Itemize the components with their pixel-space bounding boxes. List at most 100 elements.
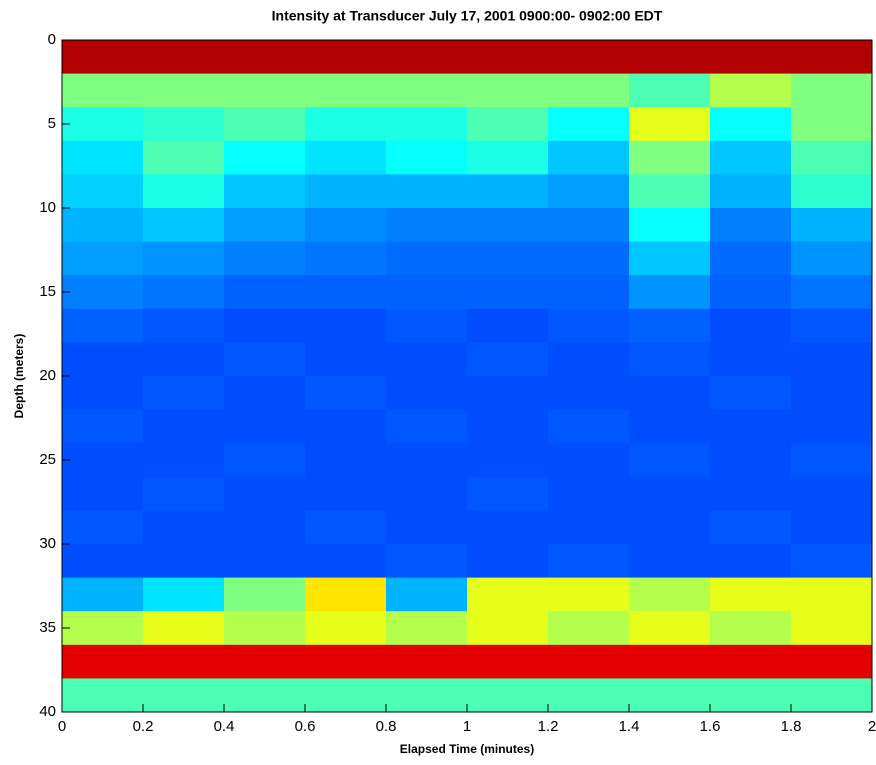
chart-title: Intensity at Transducer July 17, 2001 09…: [272, 8, 663, 24]
heat-cell: [224, 40, 306, 75]
heat-cell: [386, 678, 468, 713]
heat-cell: [791, 73, 873, 108]
heat-cell: [224, 443, 306, 478]
heat-cell: [710, 476, 792, 511]
heat-cell: [386, 208, 468, 243]
heat-cell: [548, 275, 630, 310]
heat-cell: [224, 342, 306, 377]
heat-cell: [467, 208, 549, 243]
heat-cell: [143, 241, 225, 276]
heat-cell: [224, 174, 306, 209]
heat-cell: [548, 544, 630, 579]
heat-cell: [143, 678, 225, 713]
heat-cell: [629, 476, 711, 511]
heat-cell: [143, 409, 225, 444]
heat-cell: [548, 611, 630, 646]
heat-cell: [548, 409, 630, 444]
heat-cell: [629, 174, 711, 209]
heat-cell: [467, 644, 549, 679]
heat-cell: [62, 611, 144, 646]
heat-cell: [467, 476, 549, 511]
heat-cell: [548, 577, 630, 612]
heat-cell: [548, 73, 630, 108]
heat-cell: [710, 611, 792, 646]
x-tick-label: 0.6: [295, 718, 316, 735]
heat-cell: [305, 241, 387, 276]
heat-cell: [710, 678, 792, 713]
heat-cell: [305, 40, 387, 75]
heat-cell: [305, 409, 387, 444]
heat-cell: [386, 73, 468, 108]
heat-cell: [143, 577, 225, 612]
heat-cell: [224, 107, 306, 142]
heat-cell: [224, 644, 306, 679]
heat-cell: [386, 275, 468, 310]
heat-cell: [548, 678, 630, 713]
heat-cell: [386, 174, 468, 209]
heat-cell: [386, 510, 468, 545]
heat-cell: [710, 40, 792, 75]
heat-cell: [629, 611, 711, 646]
heat-cell: [629, 140, 711, 175]
heat-cell: [710, 140, 792, 175]
heat-cell: [386, 409, 468, 444]
x-tick-label: 1.6: [700, 718, 721, 735]
heat-cell: [467, 73, 549, 108]
heat-cell: [305, 308, 387, 343]
heat-cell: [791, 544, 873, 579]
x-tick-label: 0.4: [214, 718, 235, 735]
heat-cell: [467, 140, 549, 175]
heat-cell: [224, 140, 306, 175]
heat-cell: [386, 577, 468, 612]
heat-cell: [791, 510, 873, 545]
heat-cell: [710, 577, 792, 612]
y-tick-label: 20: [39, 367, 56, 384]
heat-cell: [467, 308, 549, 343]
heat-cell: [710, 275, 792, 310]
heat-cell: [62, 241, 144, 276]
heat-cell: [629, 275, 711, 310]
y-axis-label: Depth (meters): [12, 334, 26, 419]
heat-cell: [224, 409, 306, 444]
heat-cell: [467, 409, 549, 444]
heat-cell: [710, 174, 792, 209]
x-tick-label: 2: [868, 718, 876, 735]
heat-cell: [710, 644, 792, 679]
heat-cell: [386, 241, 468, 276]
heat-cell: [548, 308, 630, 343]
heat-cell: [224, 577, 306, 612]
heat-cell: [629, 107, 711, 142]
heat-cell: [710, 73, 792, 108]
heat-cell: [710, 107, 792, 142]
heat-cell: [629, 577, 711, 612]
heat-cell: [791, 644, 873, 679]
heat-cell: [224, 308, 306, 343]
heat-cell: [224, 544, 306, 579]
heat-cell: [305, 208, 387, 243]
heat-cell: [143, 611, 225, 646]
heat-cell: [791, 107, 873, 142]
heat-cell: [143, 376, 225, 411]
heat-cell: [143, 107, 225, 142]
heat-cell: [143, 443, 225, 478]
heat-cell: [62, 140, 144, 175]
heat-cell: [791, 208, 873, 243]
heat-cell: [62, 476, 144, 511]
heat-cell: [305, 544, 387, 579]
y-tick-label: 10: [39, 199, 56, 216]
heat-cell: [548, 241, 630, 276]
heat-cell: [791, 611, 873, 646]
heat-cell: [62, 510, 144, 545]
heat-cell: [548, 107, 630, 142]
heat-cell: [305, 107, 387, 142]
heat-cell: [791, 376, 873, 411]
heat-cell: [629, 409, 711, 444]
x-axis-label: Elapsed Time (minutes): [400, 742, 534, 756]
heat-cell: [710, 208, 792, 243]
heat-cell: [548, 476, 630, 511]
heat-cell: [791, 174, 873, 209]
heat-cell: [143, 544, 225, 579]
heat-cell: [629, 73, 711, 108]
heat-cell: [548, 376, 630, 411]
heat-cell: [305, 476, 387, 511]
